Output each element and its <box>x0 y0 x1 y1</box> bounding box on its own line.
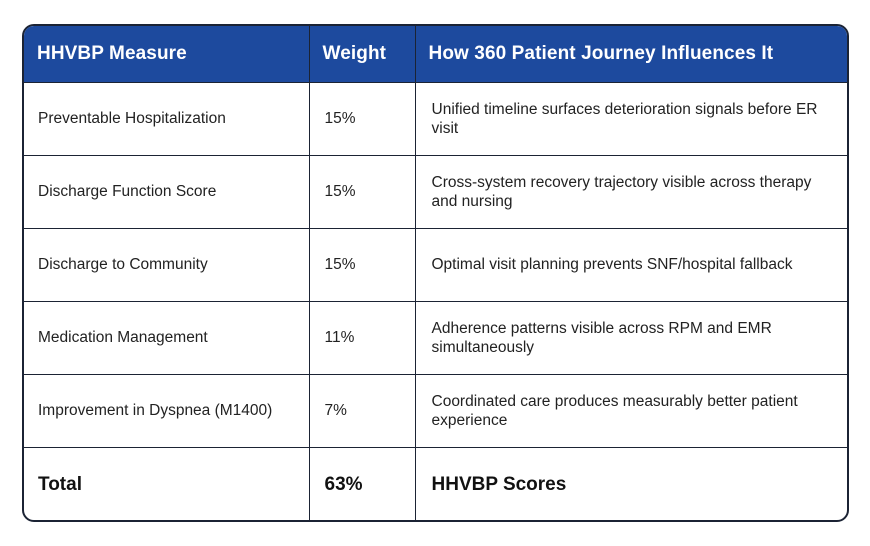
total-label: Total <box>24 447 310 520</box>
header-measure: HHVBP Measure <box>24 26 310 83</box>
total-weight: 63% <box>309 447 416 520</box>
cell-measure: Medication Management <box>24 301 310 375</box>
cell-measure: Improvement in Dyspnea (M1400) <box>24 374 310 448</box>
cell-influence: Unified timeline surfaces deterioration … <box>415 82 847 156</box>
cell-measure: Preventable Hospitalization <box>24 82 310 156</box>
table-body: Preventable Hospitalization 15% Unified … <box>24 82 847 520</box>
header-row: HHVBP Measure Weight How 360 Patient Jou… <box>24 26 847 83</box>
table-row: Discharge Function Score 15% Cross-syste… <box>24 155 847 229</box>
cell-influence: Optimal visit planning prevents SNF/hosp… <box>415 228 847 302</box>
cell-weight: 7% <box>309 374 416 448</box>
cell-weight: 11% <box>309 301 416 375</box>
cell-measure: Discharge Function Score <box>24 155 310 229</box>
cell-weight: 15% <box>309 228 416 302</box>
table-row: Preventable Hospitalization 15% Unified … <box>24 82 847 156</box>
total-influence: HHVBP Scores <box>431 474 567 496</box>
table-row: Improvement in Dyspnea (M1400) 7% Coordi… <box>24 374 847 448</box>
cell-weight: 15% <box>309 82 416 156</box>
table-header: HHVBP Measure Weight How 360 Patient Jou… <box>24 26 847 83</box>
header-weight: Weight <box>309 26 416 83</box>
hhvbp-measures-table: HHVBP Measure Weight How 360 Patient Jou… <box>22 24 849 522</box>
table-row: Medication Management 11% Adherence patt… <box>24 301 847 375</box>
cell-influence: Coordinated care produces measurably bet… <box>415 374 847 448</box>
cell-measure: Discharge to Community <box>24 228 310 302</box>
measures-table: HHVBP Measure Weight How 360 Patient Jou… <box>24 26 847 520</box>
table-row: Discharge to Community 15% Optimal visit… <box>24 228 847 302</box>
cell-influence: Cross-system recovery trajectory visible… <box>415 155 847 229</box>
cell-weight: 15% <box>309 155 416 229</box>
total-row: Total 63% HHVBP Scores <box>24 447 847 520</box>
header-influence: How 360 Patient Journey Influences It <box>415 26 847 83</box>
cell-influence: Adherence patterns visible across RPM an… <box>415 301 847 375</box>
